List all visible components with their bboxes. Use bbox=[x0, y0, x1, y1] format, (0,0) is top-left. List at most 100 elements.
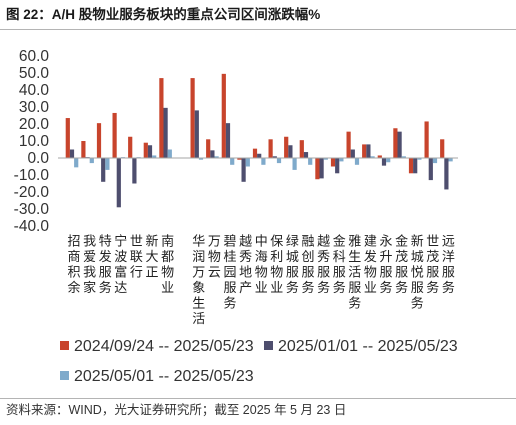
legend-item-series-1: 2024/09/24 -- 2025/05/23 bbox=[60, 338, 254, 356]
bar-series-3-0 bbox=[74, 158, 79, 168]
x-category-label: 远洋服务 bbox=[439, 234, 455, 296]
bar-series-2-9 bbox=[225, 123, 231, 158]
x-category-label: 融创服务 bbox=[299, 234, 315, 296]
legend-label-series-1: 2024/09/24 -- 2025/05/23 bbox=[74, 338, 254, 355]
y-tick-label: -40.0 bbox=[13, 217, 49, 235]
bar-series-1-11 bbox=[252, 148, 258, 158]
bar-series-3-7 bbox=[198, 158, 204, 160]
x-category-label: 绿城服务 bbox=[283, 234, 299, 296]
bar-series-3-8 bbox=[214, 156, 219, 158]
bar-series-3-12 bbox=[276, 158, 282, 164]
source-divider bbox=[0, 398, 516, 399]
x-category-label: 中海物业 bbox=[252, 234, 268, 296]
y-tick-label: -30.0 bbox=[13, 200, 49, 218]
bar-series-1-0 bbox=[65, 118, 70, 158]
bar-series-3-1 bbox=[89, 158, 94, 164]
bar-series-2-15 bbox=[319, 158, 324, 179]
bar-chart bbox=[58, 73, 458, 208]
bar-series-1-15 bbox=[315, 158, 320, 180]
bar-series-1-21 bbox=[408, 158, 414, 174]
y-tick-label: -20.0 bbox=[13, 183, 49, 201]
title-divider bbox=[0, 29, 516, 30]
bar-series-3-18 bbox=[370, 156, 375, 158]
bar-series-1-23 bbox=[440, 139, 445, 158]
x-category-label: 新大正 bbox=[143, 234, 159, 281]
bar-series-2-20 bbox=[397, 131, 402, 158]
x-category-label: 建发物业 bbox=[361, 234, 377, 296]
bar-series-3-11 bbox=[261, 158, 266, 165]
bar-series-3-21 bbox=[417, 158, 422, 160]
bar-series-3-10 bbox=[245, 158, 250, 167]
x-category-label: 我爱我家 bbox=[81, 234, 97, 296]
x-category-label: 金科服务 bbox=[330, 234, 346, 296]
x-category-label: 越秀地产 bbox=[237, 234, 253, 296]
x-category-label: 永升服务 bbox=[377, 234, 393, 296]
x-category-label: 世联行 bbox=[127, 234, 143, 281]
x-category-label: 金茂服务 bbox=[393, 234, 409, 296]
bar-series-2-8 bbox=[210, 150, 215, 158]
bar-series-1-16 bbox=[330, 158, 336, 167]
bar-series-2-10 bbox=[241, 158, 246, 182]
bar-series-1-20 bbox=[393, 128, 398, 158]
bar-series-3-22 bbox=[432, 158, 438, 164]
x-category-label: 世茂服务 bbox=[424, 234, 440, 296]
bar-series-1-19 bbox=[377, 155, 382, 158]
bar-series-2-22 bbox=[428, 158, 433, 181]
x-category-label: 宁波富达 bbox=[112, 234, 128, 296]
x-category-label: 雅生活服务 bbox=[346, 234, 362, 312]
y-tick-label: 30.0 bbox=[18, 98, 49, 116]
bar-series-1-4 bbox=[128, 136, 133, 158]
bar-series-2-2 bbox=[101, 158, 106, 182]
bar-series-3-19 bbox=[386, 158, 391, 163]
bar-series-1-8 bbox=[206, 139, 211, 158]
bar-series-1-1 bbox=[81, 141, 86, 158]
x-category-label: 南都物业 bbox=[159, 234, 175, 296]
y-tick-label: 10.0 bbox=[18, 132, 49, 150]
x-category-label: 保利物业 bbox=[268, 234, 284, 296]
chart-title: 图 22：A/H 股物业服务板块的重点公司区间涨跌幅% bbox=[6, 7, 321, 22]
legend-swatch-series-2 bbox=[264, 341, 273, 350]
bar-series-1-2 bbox=[96, 123, 102, 158]
bar-series-3-6 bbox=[167, 149, 172, 158]
bar-series-2-11 bbox=[257, 153, 262, 158]
x-category-label: 万物云 bbox=[205, 234, 221, 281]
bar-series-1-17 bbox=[346, 131, 351, 158]
bar-series-2-16 bbox=[335, 158, 340, 174]
bar-series-3-14 bbox=[308, 158, 313, 165]
y-tick-label: 50.0 bbox=[18, 64, 49, 82]
y-tick-label: 0.0 bbox=[27, 149, 49, 167]
legend-swatch-series-1 bbox=[60, 341, 69, 350]
bar-series-2-14 bbox=[303, 152, 309, 158]
bar-series-2-18 bbox=[366, 144, 371, 158]
bar-series-3-13 bbox=[292, 158, 297, 170]
x-category-label: 新城悦服务 bbox=[408, 234, 424, 312]
bar-series-1-18 bbox=[362, 144, 367, 158]
bar-series-3-9 bbox=[230, 158, 235, 165]
y-axis-tick-labels: 60.0 50.0 40.0 30.0 20.0 10.0 0.0 -10.0 -20.0 -30… bbox=[0, 0, 60, 240]
bar-series-3-15 bbox=[323, 158, 328, 160]
legend-item-series-3: 2025/05/01 -- 2025/05/23 bbox=[60, 368, 254, 386]
bar-series-2-5 bbox=[147, 145, 153, 158]
bar-series-3-2 bbox=[105, 158, 110, 170]
bar-series-1-6 bbox=[159, 78, 164, 158]
y-tick-label: 40.0 bbox=[18, 81, 49, 99]
bar-series-3-5 bbox=[152, 155, 157, 158]
bar-series-3-17 bbox=[354, 158, 360, 165]
bar-series-1-12 bbox=[268, 139, 273, 158]
source-note: 资料来源：WIND，光大证券研究所；截至 2025 年 5 月 23 日 bbox=[6, 403, 347, 417]
bar-series-2-12 bbox=[272, 156, 277, 158]
y-tick-label: 20.0 bbox=[18, 115, 49, 133]
bar-series-2-19 bbox=[381, 158, 387, 166]
x-category-label: 越秀服务 bbox=[315, 234, 331, 296]
x-axis-category-labels: 招商积余 我爱我家 特发服务 宁波富达 世联行 新大正 南都物业 华润万象生活 万物云 碧桂园服务… bbox=[66, 234, 455, 327]
bar-series-1-9 bbox=[221, 73, 226, 158]
bar-series-1-10 bbox=[237, 158, 242, 160]
bar-series-1-13 bbox=[284, 136, 289, 158]
bar-series-3-20 bbox=[401, 156, 406, 158]
bar-series-1-7 bbox=[190, 78, 195, 158]
bar-series-1-22 bbox=[424, 121, 429, 158]
bar-series-3-23 bbox=[448, 158, 453, 162]
bar-series-1-5 bbox=[143, 142, 148, 158]
legend-label-series-3: 2025/05/01 -- 2025/05/23 bbox=[74, 368, 254, 385]
bar-series-2-4 bbox=[132, 158, 137, 184]
